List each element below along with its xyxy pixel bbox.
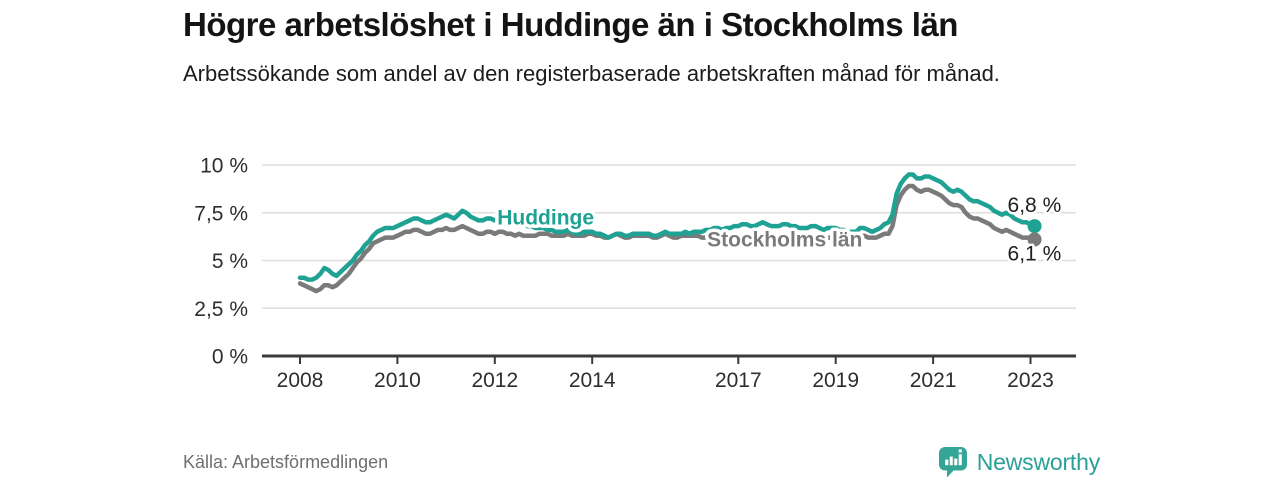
footer: Källa: Arbetsförmedlingen Newsworthy [183, 444, 1100, 480]
x-axis-tick-label: 2017 [715, 369, 762, 392]
page-title: Högre arbetslöshet i Huddinge än i Stock… [183, 6, 958, 43]
x-axis-tick-label: 2023 [1007, 369, 1054, 392]
x-axis-tick-label: 2019 [812, 369, 859, 392]
newsworthy-bubble-chart-icon [938, 446, 967, 477]
x-axis-tick-label: 2021 [910, 369, 957, 392]
newsworthy-logo[interactable]: Newsworthy [938, 446, 1100, 479]
chart-canvas: 0 % 2,5 % 5 % 7,5 % 10 % 2008 2010 2012 2014 2017… [194, 155, 1076, 392]
huddinge-series-label: Huddinge [497, 206, 594, 229]
y-axis-tick-label: 10 % [200, 155, 248, 178]
stockholms-lan-line [297, 183, 1037, 294]
y-axis-tick-label: 7,5 % [194, 202, 248, 225]
stockholms-lan-end-value-label: 6,1 % [1008, 242, 1062, 265]
x-axis-tick-label: 2014 [569, 369, 616, 392]
x-axis-tick-label: 2008 [277, 369, 324, 392]
y-axis-tick-label: 2,5 % [194, 298, 248, 321]
line-chart: 0 % 2,5 % 5 % 7,5 % 10 % 2008 2010 2012 2014 2017… [160, 144, 1120, 406]
x-axis-tick-label: 2012 [471, 369, 518, 392]
y-axis-tick-label: 5 % [212, 250, 248, 273]
y-axis-tick-label: 0 % [212, 346, 248, 369]
page-subtitle: Arbetssökande som andel av den registerb… [183, 61, 1000, 86]
huddinge-line [297, 172, 1037, 282]
x-axis-tick-label: 2010 [374, 369, 421, 392]
source-note: Källa: Arbetsförmedlingen [183, 451, 389, 472]
stockholms-lan-series-label: Stockholms län [707, 228, 862, 251]
huddinge-end-value-label: 6,8 % [1008, 194, 1062, 217]
huddinge-end-dot [1027, 219, 1042, 234]
brand-name: Newsworthy [976, 448, 1100, 475]
stockholms-lan-end-dot [1027, 232, 1042, 247]
